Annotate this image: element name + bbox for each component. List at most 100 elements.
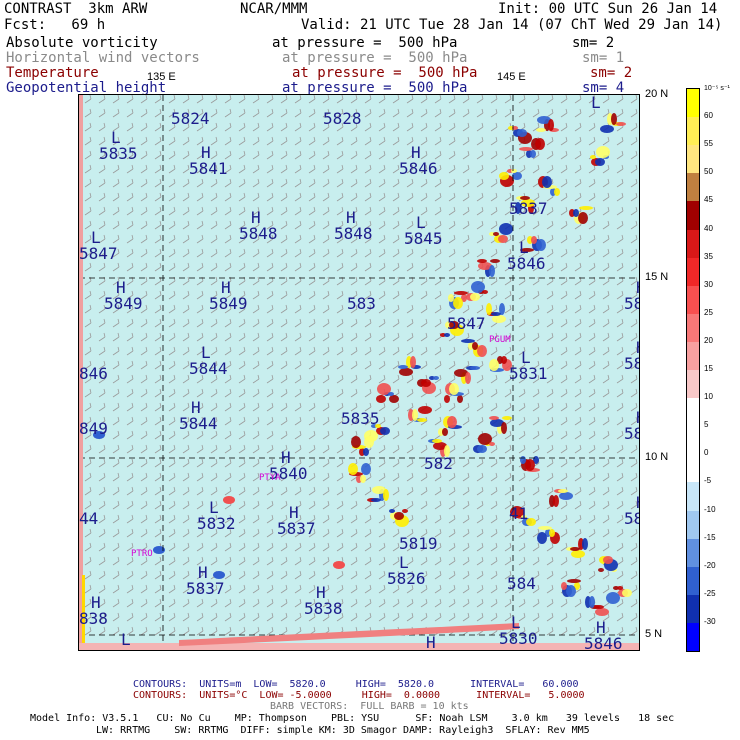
center-mark: H [91,593,101,612]
convection-blob [589,596,595,608]
high-pressure-label: H 5848 [239,210,278,242]
low-pressure-label: L 5845 [404,215,443,247]
convection-blob [502,416,512,420]
center-mark: L [201,343,211,362]
height-value: 5847 [79,244,118,263]
high-pressure-label: H 5837 [277,505,316,537]
height-value: 849 [79,419,108,438]
convection-blob [489,442,495,446]
forecast-hour: Fcst: 69 h [4,17,106,33]
convection-blob [402,509,408,513]
colorbar-label: -20 [704,560,716,570]
convection-blob [595,158,605,166]
height-value: 5846 [584,634,623,651]
height-value: 5840 [269,464,308,483]
center-mark: L [209,498,219,517]
height-value: 5835 [99,144,138,163]
height-value-label: 584 [507,560,536,592]
convection-blob [444,445,450,457]
height-value: 5841 [189,159,228,178]
high-pressure-label: H 5849 [104,280,143,312]
convection-blob [491,312,501,316]
convection-blob [553,495,559,507]
height-value-label: 846 [79,350,108,382]
convection-blob [398,365,408,369]
center-mark: H [251,208,261,227]
convection-blob [520,456,526,464]
valid-time: Valid: 21 UTC Tue 28 Jan 14 (07 ChT Wed … [301,17,723,33]
convection-blob [472,342,478,350]
field-vorticity-sm: sm= 2 [572,35,615,51]
low-pressure-label: L [109,632,131,648]
convection-blob [590,155,596,159]
convection-blob [449,321,459,329]
convection-blob [510,506,524,518]
colorbar-label: -25 [704,588,716,598]
convection-blob [471,281,485,293]
height-value-label: 583 [347,280,376,312]
center-mark: H [346,208,356,227]
height-value: 5844 [189,359,228,378]
convection-blob [594,605,604,609]
convection-blob [421,379,431,387]
center-mark: H [624,340,639,356]
convection-blob [554,188,560,196]
footer-height-contours: CONTOURS: UNITS=m LOW= 5820.0 HIGH= 5820… [133,679,579,690]
convection-blob [519,147,533,151]
center-mark: H [596,618,606,637]
convection-blob [520,196,530,200]
convection-blob [596,146,610,158]
colorbar-label: 50 [704,167,713,177]
center-mark: H [221,278,231,297]
height-value: 584 [624,354,639,373]
init-time: Init: 00 UTC Sun 26 Jan 14 [498,1,718,17]
height-value: 5848 [334,224,373,243]
convection-blob [538,526,552,530]
station-label: PTRO [131,549,153,559]
height-value: 5831 [509,364,548,383]
convection-blob [579,206,593,210]
lon-label-145e: 145 E [497,71,526,83]
colorbar-segment [687,117,699,146]
high-pressure-label: H 5846 [584,620,623,651]
convection-blob [490,259,500,263]
center-mark: H [411,143,421,162]
height-value: 5837 [277,519,316,538]
high-pressure-label: H 5848 [334,210,373,242]
high-pressure-label: H585 [624,280,639,312]
center-mark: H [289,503,299,522]
field-vorticity-level: at pressure = 500 hPa [272,35,458,51]
center-mark: H [201,143,211,162]
convection-blob [375,424,381,428]
high-pressure-label: H 5846 [399,145,438,177]
height-value-label: 5824 [171,95,210,127]
convection-blob [482,290,488,294]
convection-blob [521,199,535,207]
height-value-label: 5819 [399,520,438,552]
height-value-label: 44 [79,495,98,527]
height-value: 5845 [404,229,443,248]
convection-blob [461,294,467,302]
colorbar-label: 0 [704,448,709,458]
convection-blob [582,538,588,550]
low-pressure-label: L 5826 [387,555,426,587]
convection-blob [376,395,386,403]
convection-blob [380,427,390,435]
height-value-label: 5847 [447,300,486,332]
convection-blob [567,579,581,583]
map-panel: 5824 5828 L 5835 H 5841 H 5846 H 5848 H 5848 L 5845 L 5… [78,94,640,651]
field-wind-sm: sm= 1 [582,50,625,66]
convection-blob [548,119,554,131]
center-mark: H [624,280,639,296]
convection-blob [449,383,459,395]
colorbar-label: 30 [704,279,713,289]
convection-blob [535,138,545,150]
convection-blob [489,359,499,371]
height-value: 585 [624,424,639,443]
height-value: 5828 [323,109,362,128]
colorbar-segment [687,398,699,427]
convection-blob [461,339,475,343]
convection-blob [512,126,518,130]
convection-blob [520,248,534,252]
